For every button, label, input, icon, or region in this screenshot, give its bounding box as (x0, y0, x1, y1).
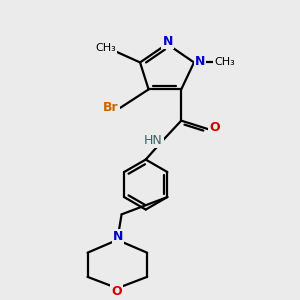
Text: CH₃: CH₃ (214, 57, 235, 68)
Text: HN: HN (144, 134, 163, 147)
Text: O: O (112, 285, 122, 298)
Text: N: N (162, 34, 173, 48)
Text: N: N (113, 230, 123, 243)
Text: N: N (195, 55, 206, 68)
Text: O: O (209, 121, 220, 134)
Text: CH₃: CH₃ (95, 43, 116, 53)
Text: Br: Br (103, 101, 119, 114)
